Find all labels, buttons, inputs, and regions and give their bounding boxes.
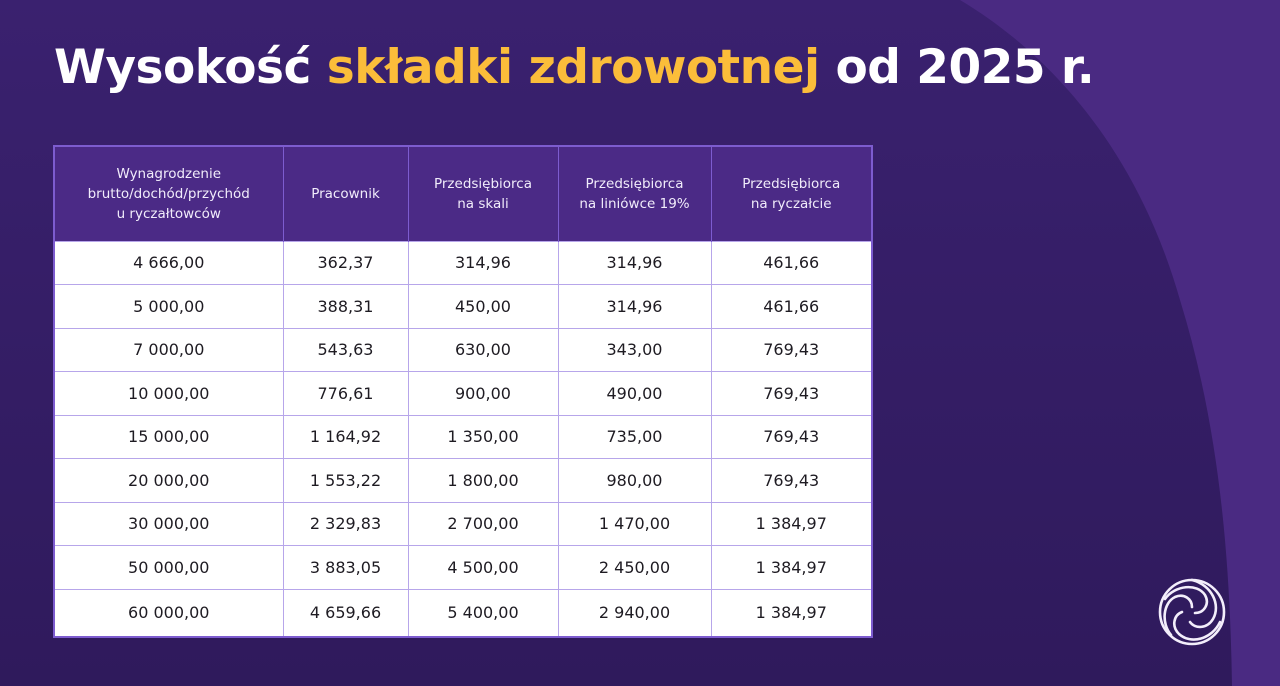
cell-income: 60 000,00 [55,588,284,636]
cell-income: 5 000,00 [55,284,284,328]
cell-income: 10 000,00 [55,371,284,415]
title-highlight: składki zdrowotnej [326,40,820,95]
table-row: 30 000,00 2 329,83 2 700,00 1 470,00 1 3… [55,501,871,546]
header-entrepreneur-scale: Przedsiębiorca na skali [408,147,559,241]
cell-linear: 314,96 [558,240,712,285]
cell-lump-sum: 769,43 [711,327,871,372]
cell-income: 20 000,00 [55,458,284,502]
cell-lump-sum: 461,66 [711,240,871,285]
cell-linear: 490,00 [558,371,712,415]
header-entrepreneur-linear: Przedsiębiorca na liniówce 19% [558,147,712,241]
header-entrepreneur-lump-sum: Przedsiębiorca na ryczałcie [711,147,871,241]
cell-linear: 343,00 [558,327,712,372]
cell-linear: 314,96 [558,284,712,328]
cell-income: 50 000,00 [55,545,284,589]
cell-linear: 2 940,00 [558,588,712,636]
health-contribution-table: Wynagrodzenie brutto/dochód/przychód u r… [55,147,871,636]
cell-employee: 1 164,92 [283,414,409,459]
cell-scale: 5 400,00 [408,588,559,636]
cell-scale: 630,00 [408,327,559,372]
table-row: 15 000,00 1 164,92 1 350,00 735,00 769,4… [55,414,871,459]
page-title: Wysokość składki zdrowotnej od 2025 r. [54,40,1095,95]
table-row: 4 666,00 362,37 314,96 314,96 461,66 [55,240,871,285]
table-row: 10 000,00 776,61 900,00 490,00 769,43 [55,371,871,415]
cell-scale: 1 350,00 [408,414,559,459]
cell-income: 15 000,00 [55,414,284,459]
title-part-2: od 2025 r. [819,40,1095,95]
header-income: Wynagrodzenie brutto/dochód/przychód u r… [55,147,284,241]
cell-income: 30 000,00 [55,501,284,546]
cell-linear: 735,00 [558,414,712,459]
cell-scale: 314,96 [408,240,559,285]
title-part-1: Wysokość [54,40,327,95]
cell-lump-sum: 769,43 [711,414,871,459]
cell-employee: 3 883,05 [283,545,409,589]
header-employee: Pracownik [283,147,409,241]
table-row: 20 000,00 1 553,22 1 800,00 980,00 769,4… [55,458,871,502]
cell-scale: 4 500,00 [408,545,559,589]
cell-employee: 543,63 [283,327,409,372]
cell-lump-sum: 769,43 [711,458,871,502]
cell-linear: 1 470,00 [558,501,712,546]
cell-lump-sum: 1 384,97 [711,588,871,636]
cell-lump-sum: 769,43 [711,371,871,415]
cell-scale: 2 700,00 [408,501,559,546]
cell-income: 7 000,00 [55,327,284,372]
cell-linear: 980,00 [558,458,712,502]
cell-linear: 2 450,00 [558,545,712,589]
table-row: 5 000,00 388,31 450,00 314,96 461,66 [55,284,871,328]
cell-employee: 1 553,22 [283,458,409,502]
cell-employee: 4 659,66 [283,588,409,636]
swirl-circle-logo-icon [1158,578,1226,646]
cell-employee: 776,61 [283,371,409,415]
table-row: 60 000,00 4 659,66 5 400,00 2 940,00 1 3… [55,588,871,636]
cell-lump-sum: 1 384,97 [711,501,871,546]
cell-scale: 450,00 [408,284,559,328]
cell-scale: 900,00 [408,371,559,415]
cell-employee: 388,31 [283,284,409,328]
cell-scale: 1 800,00 [408,458,559,502]
table-row: 50 000,00 3 883,05 4 500,00 2 450,00 1 3… [55,545,871,589]
table-header-row: Wynagrodzenie brutto/dochód/przychód u r… [55,147,871,241]
cell-income: 4 666,00 [55,240,284,285]
cell-lump-sum: 461,66 [711,284,871,328]
table-row: 7 000,00 543,63 630,00 343,00 769,43 [55,327,871,372]
cell-lump-sum: 1 384,97 [711,545,871,589]
cell-employee: 2 329,83 [283,501,409,546]
contribution-table-container: Wynagrodzenie brutto/dochód/przychód u r… [53,145,873,638]
cell-employee: 362,37 [283,240,409,285]
